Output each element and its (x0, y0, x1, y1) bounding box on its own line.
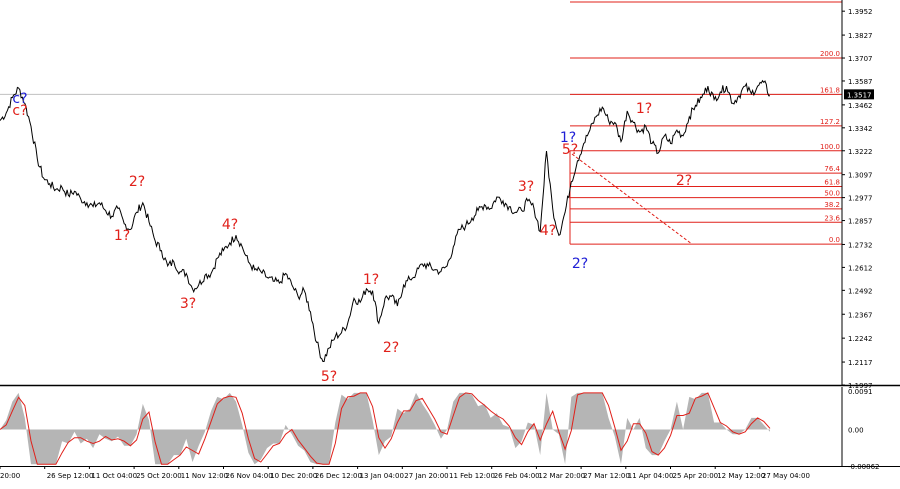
price-tick-label: 1.3952 (848, 8, 873, 16)
oscillator-tick-label: 0.00 (848, 427, 864, 435)
wave-label: c? (12, 103, 27, 119)
wave-label: 5? (321, 369, 337, 385)
price-tick-label: 1.3342 (848, 125, 873, 133)
time-tick-label: 11 Oct 04:00 (91, 472, 137, 480)
time-tick-label: 12 May 12:00 (717, 472, 765, 480)
price-tick-label: 1.2857 (848, 218, 873, 226)
price-tick-label: 1.2367 (848, 311, 873, 319)
time-tick-label: 25 Oct 20:00 (136, 472, 182, 480)
time-tick-label: 27 May 04:00 (762, 472, 810, 480)
time-tick-label: 26 Nov 04:00 (226, 472, 273, 480)
price-tick-label: 1.2117 (848, 359, 873, 367)
wave-label: 5? (562, 142, 578, 158)
time-tick-label: 11 Nov 12:00 (181, 472, 228, 480)
oscillator-tick-label: 0.0091 (848, 388, 873, 396)
wave-label: 3? (518, 179, 534, 195)
wave-label: 2? (572, 256, 588, 272)
oscillator-histogram (0, 392, 770, 465)
price-tick-label: 1.3097 (848, 172, 873, 180)
wave-label: 1? (636, 101, 652, 117)
time-tick-label: 11 Apr 04:00 (628, 472, 674, 480)
fib-trend-line (571, 153, 693, 245)
time-tick-label: 10 Dec 20:00 (270, 472, 317, 480)
time-tick-label: 26 Sep 12:00 (47, 472, 94, 480)
price-tick-label: 1.3707 (848, 55, 873, 63)
time-tick-label: 12 Mar 20:00 (538, 472, 585, 480)
fib-level-label: 100.0 (820, 143, 840, 151)
time-tick-label: 26 Feb 04:00 (494, 472, 540, 480)
wave-label: c? (12, 91, 27, 107)
wave-label: 4? (222, 217, 238, 233)
time-tick-label: 20:00 (0, 472, 20, 480)
time-tick-label: 26 Dec 12:00 (315, 472, 362, 480)
wave-label: 1? (114, 228, 130, 244)
wave-labels: c?c?2?1?3?4?5?1?2?3?4?1?5?2?1?2? (12, 91, 692, 385)
price-tick-label: 1.3462 (848, 102, 873, 110)
time-tick-label: 25 Apr 20:00 (673, 472, 719, 480)
fib-levels: 261.8 200.0 161.8 127.2 100.0 76.4 61.8 50.0 38.… (0, 0, 842, 245)
fib-level-label: 76.4 (824, 165, 840, 173)
current-price-label: 1.3517 (847, 91, 872, 99)
price-tick-label: 1.2732 (848, 241, 873, 249)
time-tick-label: 13 Jan 04:00 (360, 472, 404, 480)
price-tick-label: 1.2612 (848, 264, 873, 272)
wave-label: 2? (129, 174, 145, 190)
time-tick-label: 11 Feb 12:00 (449, 472, 495, 480)
fib-level-label: 23.6 (824, 214, 840, 222)
price-tick-label: 1.2242 (848, 335, 873, 343)
oscillator-panel (0, 392, 771, 465)
wave-label: 1? (560, 130, 576, 146)
fib-level-label: 261.8 (820, 0, 840, 2)
wave-label: 3? (180, 296, 196, 312)
fib-level-label: 38.2 (824, 201, 840, 209)
price-line (0, 79, 771, 362)
price-tick-label: 1.3587 (848, 78, 873, 86)
wave-label: 4? (540, 223, 556, 239)
fib-level-label: 161.8 (820, 86, 840, 94)
price-series (0, 79, 771, 362)
price-tick-label: 1.2977 (848, 195, 873, 203)
fib-level-label: 50.0 (824, 190, 840, 198)
fib-level-label: 61.8 (824, 179, 840, 187)
current-price-box (844, 89, 874, 100)
wave-label: 1? (363, 272, 379, 288)
wave-label: 2? (383, 340, 399, 356)
price-tick-label: 1.3827 (848, 32, 873, 40)
price-tick-label: 1.2492 (848, 287, 873, 295)
time-tick-label: 27 Jan 20:00 (404, 472, 448, 480)
time-tick-label: 27 Mar 12:00 (583, 472, 630, 480)
wave-label: 2? (676, 173, 692, 189)
fib-level-label: 200.0 (820, 50, 840, 58)
oscillator-signal-line (0, 392, 771, 465)
oscillator-tick-label: -0.00862 (848, 463, 879, 471)
price-tick-label: 1.1997 (848, 382, 873, 390)
price-tick-label: 1.3222 (848, 148, 873, 156)
fib-level-label: 127.2 (820, 118, 840, 126)
fib-level-label: 0.0 (829, 236, 840, 244)
